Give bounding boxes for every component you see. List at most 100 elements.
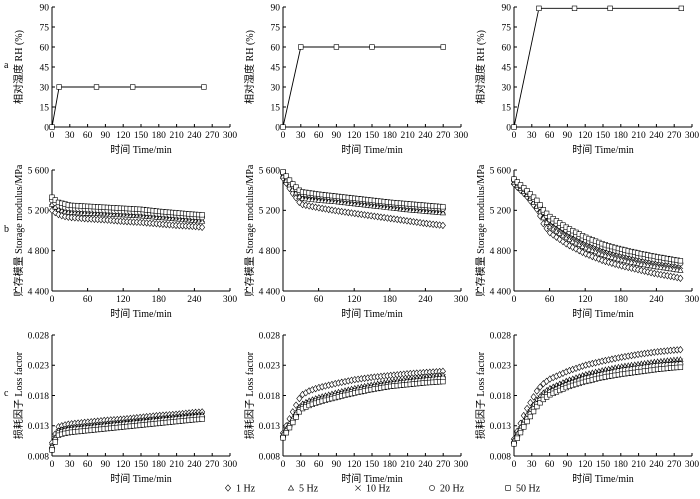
data-point [56, 84, 62, 90]
chart-c2: 0 30 60 90 120 150 180 210 240 270 300 0.008 0.013 0.… [243, 331, 468, 485]
y-axis-title: 贮存模量 Storage modulus/MPa [12, 164, 25, 296]
data-point [599, 251, 606, 257]
x-tick-label: 150 [365, 460, 380, 470]
legend-item: 5 Hz [287, 484, 319, 495]
series-5-hz [510, 178, 684, 273]
x-axis-title: 时间 Time/min [341, 143, 403, 156]
x-tick-label: 30 [65, 460, 75, 470]
y-tick-label: 90 [271, 3, 281, 13]
y-axis-title: 贮存模量 Storage modulus/MPa [243, 164, 256, 296]
data-point [49, 447, 55, 453]
data-point [440, 44, 446, 50]
series-50-hz [49, 194, 205, 218]
data-point [514, 179, 520, 185]
legend-label: 5 Hz [299, 484, 319, 495]
series-line [51, 86, 204, 128]
data-point [618, 256, 625, 263]
x-tick-label: 300 [223, 295, 238, 305]
data-point [530, 408, 537, 415]
y-tick-label: 30 [502, 83, 512, 93]
x-tick-label: 90 [101, 131, 111, 141]
x-tick-label: 60 [545, 131, 555, 141]
x-tick-label: 300 [454, 295, 469, 305]
legend: 1 Hz 5 Hz 10 Hz 20 Hz 50 Hz [225, 484, 541, 495]
x-tick-label: 120 [116, 131, 131, 141]
data-point [582, 244, 589, 251]
x-tick-label: 30 [296, 460, 306, 470]
data-point [537, 400, 543, 406]
y-tick-label: 45 [271, 63, 281, 73]
y-tick-label: 60 [271, 43, 281, 53]
data-point [537, 383, 544, 391]
data-point [589, 247, 596, 253]
x-tick-label: 300 [685, 295, 700, 305]
x-tick-label: 0 [281, 460, 286, 470]
x-tick-label: 270 [667, 460, 682, 470]
data-point [631, 259, 638, 266]
x-tick-label: 270 [205, 460, 220, 470]
x-tick-label: 0 [512, 460, 517, 470]
y-tick-label: 45 [502, 63, 512, 73]
x-tick-label: 0 [512, 131, 517, 141]
data-point [283, 430, 289, 436]
x-tick-label: 150 [365, 131, 380, 141]
y-tick-label: 0 [506, 123, 511, 133]
data-point [298, 44, 304, 50]
data-point [511, 441, 517, 447]
x-tick-label: 240 [649, 131, 664, 141]
y-tick-label: 15 [271, 103, 281, 113]
data-point [514, 435, 520, 441]
legend-symbol-triangle [287, 484, 295, 491]
data-point [290, 181, 296, 187]
data-point [280, 169, 286, 175]
x-tick-label: 240 [418, 131, 433, 141]
x-tick-label: 270 [667, 131, 682, 141]
y-tick-label: 0.008 [490, 452, 512, 462]
x-axis-title: 时间 Time/min [572, 472, 634, 485]
data-point [440, 378, 446, 385]
data-point [333, 44, 340, 50]
data-point [621, 257, 629, 264]
data-point [628, 264, 635, 272]
data-point [628, 258, 635, 265]
data-point [199, 212, 205, 218]
x-tick-label: 210 [169, 131, 184, 141]
data-point [521, 185, 527, 191]
y-tick-label: 5 200 [28, 207, 50, 217]
x-tick-label: 270 [436, 460, 451, 470]
x-tick-label: 90 [563, 460, 573, 470]
data-point [566, 241, 573, 250]
data-point [677, 274, 684, 282]
y-tick-label: 0.018 [28, 392, 50, 402]
y-tick-label: 90 [40, 3, 50, 13]
x-tick-label: 30 [65, 131, 75, 141]
chart-a3: 0 30 60 90 120 150 180 210 240 270 300 0 15 30 45 60 75 9… [474, 3, 699, 156]
data-point [201, 84, 207, 90]
data-point [49, 194, 55, 200]
data-point [511, 124, 517, 130]
data-point [543, 219, 550, 225]
series-1-hz [49, 206, 206, 232]
x-tick-label: 120 [116, 295, 131, 305]
data-point [536, 5, 542, 11]
data-point [602, 252, 609, 258]
x-tick-label: 210 [400, 131, 415, 141]
series-50-hz [280, 378, 446, 441]
data-point [530, 194, 537, 200]
x-tick-label: 60 [545, 460, 555, 470]
x-tick-label: 90 [332, 131, 342, 141]
data-point [605, 253, 612, 259]
data-point [579, 248, 586, 257]
x-tick-label: 120 [578, 131, 593, 141]
data-point [605, 258, 612, 267]
chart-b1: 0 60 120 180 240 300 4 400 4 800 5 200 5 600 时间 Ti… [12, 164, 237, 320]
data-point [550, 231, 557, 239]
data-point [296, 198, 303, 206]
x-tick-label: 240 [649, 295, 664, 305]
x-tick-label: 180 [614, 295, 629, 305]
y-tick-label: 45 [40, 63, 50, 73]
data-point [199, 223, 206, 232]
y-tick-label: 4 800 [28, 247, 50, 257]
data-point [286, 425, 293, 431]
data-point [55, 210, 62, 219]
